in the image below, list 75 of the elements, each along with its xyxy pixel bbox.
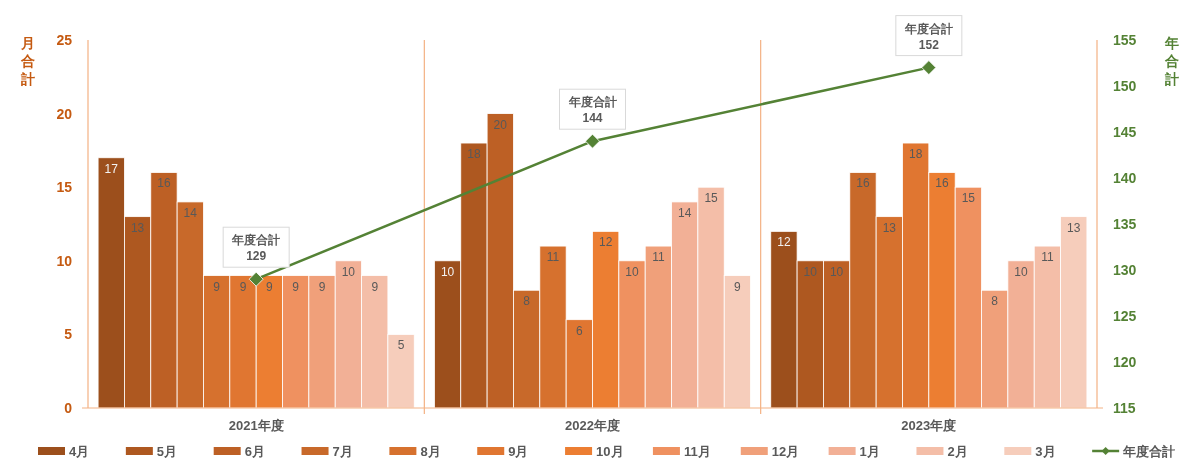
y2-tick-label: 120 <box>1113 354 1137 370</box>
y2-tick-label: 145 <box>1113 124 1137 140</box>
data-label: 10 <box>1014 264 1029 279</box>
data-label: 14 <box>183 205 198 220</box>
data-label: 10 <box>625 264 640 279</box>
data-label: 9 <box>318 279 326 294</box>
data-label: 11 <box>652 250 665 265</box>
data-label: 10 <box>803 264 818 279</box>
data-label: 13 <box>130 220 145 235</box>
data-label: 9 <box>239 279 247 294</box>
data-label: 8 <box>523 294 531 309</box>
legend-label: 9月 <box>508 444 529 459</box>
legend-label: 年度合計 <box>1122 444 1176 459</box>
legend-label: 3月 <box>1035 444 1056 459</box>
y-tick-label: 15 <box>56 179 73 196</box>
data-label: 13 <box>1067 220 1081 235</box>
data-label: 8 <box>991 294 999 309</box>
legend-label: 1月 <box>859 444 880 459</box>
data-label: 16 <box>157 176 171 191</box>
y2-tick-label: 140 <box>1113 170 1137 186</box>
y2-axis-title: 年合計 <box>1164 35 1179 87</box>
legend-label: 6月 <box>244 444 265 459</box>
data-label: 11 <box>546 250 560 265</box>
data-label: 10 <box>440 264 455 279</box>
data-label: 17 <box>104 161 119 176</box>
legend-label: 2月 <box>947 444 968 459</box>
legend-label: 8月 <box>420 444 441 459</box>
data-label: 16 <box>935 176 949 191</box>
data-label: 9 <box>292 279 300 294</box>
data-label: 10 <box>829 264 844 279</box>
y2-tick-label: 125 <box>1113 308 1137 324</box>
legend-label: 4月 <box>69 444 90 459</box>
legend-label: 7月 <box>332 444 353 459</box>
x-tick-label: 2023年度 <box>901 418 957 433</box>
point <box>585 133 600 149</box>
data-label: 6 <box>575 323 583 338</box>
y2-tick-label: 130 <box>1113 262 1137 278</box>
data-label: 15 <box>704 191 719 206</box>
data-label: 年度合計 144 <box>567 95 617 126</box>
data-label: 5 <box>397 338 405 353</box>
data-label: 18 <box>908 147 923 162</box>
data-label: 9 <box>266 279 273 294</box>
data-label: 15 <box>961 191 976 206</box>
point <box>248 271 264 287</box>
legend-label: 10月 <box>596 444 624 459</box>
y-tick-label: 10 <box>56 252 73 269</box>
data-label: 11 <box>1041 250 1054 265</box>
y2-tick-label: 115 <box>1113 400 1136 416</box>
y-axis-title: 月合計 <box>20 35 35 87</box>
data-label: 年度合計 129 <box>231 233 281 264</box>
x-tick-label: 2021年度 <box>228 418 284 433</box>
legend-label: 5月 <box>156 444 178 459</box>
y-tick-label: 5 <box>64 326 73 343</box>
data-label: 16 <box>856 176 870 191</box>
data-label: 12 <box>777 235 791 250</box>
point <box>921 60 937 75</box>
x-tick-label: 2022年度 <box>565 418 620 433</box>
data-label: 14 <box>678 205 692 220</box>
data-label: 10 <box>341 264 356 279</box>
y2-tick-label: 150 <box>1113 78 1137 94</box>
y-tick-label: 0 <box>64 400 73 416</box>
data-label: 9 <box>734 279 742 294</box>
y2-tick-label: 135 <box>1113 216 1137 232</box>
data-label: 13 <box>882 220 897 235</box>
data-label: 20 <box>493 117 508 132</box>
legend-label: 11月 <box>683 444 711 459</box>
y-tick-label: 25 <box>56 32 73 48</box>
y2-tick-label: 155 <box>1113 32 1137 48</box>
legend-label: 12月 <box>771 444 800 459</box>
data-label: 18 <box>467 147 481 162</box>
data-label: 9 <box>371 279 379 294</box>
data-label: 9 <box>213 279 221 294</box>
data-label: 年度合計 152 <box>903 21 953 52</box>
data-label: 12 <box>598 235 613 250</box>
y-tick-label: 20 <box>56 105 73 122</box>
